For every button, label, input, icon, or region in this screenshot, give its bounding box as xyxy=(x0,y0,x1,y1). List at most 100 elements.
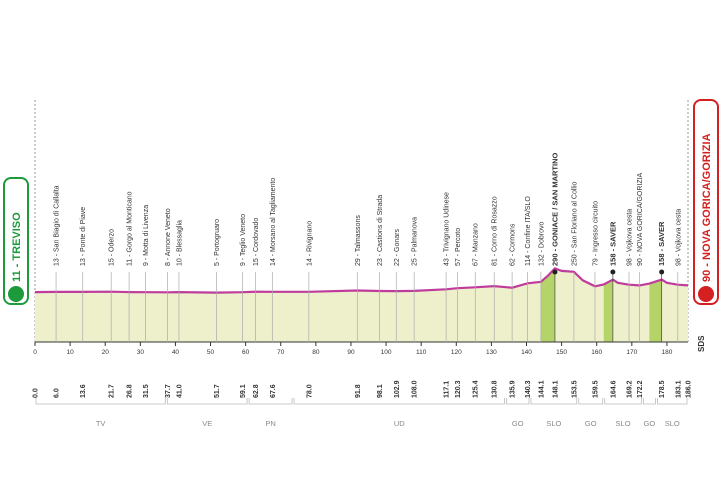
region-label: SLO xyxy=(616,419,631,428)
km-label: 37.7 xyxy=(165,384,172,398)
x-tick-label: 140 xyxy=(521,349,532,356)
x-tick-label: 180 xyxy=(662,349,673,356)
waypoint-label: 14 - Morsano al Tagliamento xyxy=(270,178,277,266)
x-tick-label: 150 xyxy=(556,349,567,356)
waypoint-label: 67 - Manzano xyxy=(473,223,480,266)
km-label: 31.5 xyxy=(143,384,150,398)
km-label: 102.9 xyxy=(394,380,401,398)
waypoint-label: 81 - Corno di Rosazzo xyxy=(492,196,499,266)
start-icon xyxy=(8,286,24,302)
climb-area xyxy=(540,268,555,342)
km-label: 78.0 xyxy=(306,384,313,398)
finish-box xyxy=(693,99,719,305)
km-label: 91.8 xyxy=(355,384,362,398)
waypoint-label: 132 - Dobrovo xyxy=(538,222,545,266)
km-label: 135.9 xyxy=(510,380,517,398)
km-label: 98.1 xyxy=(377,384,384,398)
km-label: 144.1 xyxy=(538,380,545,398)
region-label: SLO xyxy=(546,419,561,428)
km-label: 67.6 xyxy=(270,384,277,398)
finish-label: 90 - NOVA GORICA/GORIZIA xyxy=(701,133,713,282)
km-label: 186.0 xyxy=(686,380,693,398)
region-label: PN xyxy=(265,419,275,428)
start-box xyxy=(3,177,29,305)
km-label: 169.2 xyxy=(627,380,634,398)
x-tick-label: 40 xyxy=(172,349,180,356)
region-label: GO xyxy=(512,419,524,428)
waypoint-label: 22 - Gonars xyxy=(394,229,401,266)
region-label: TV xyxy=(96,419,106,428)
km-label: 120.3 xyxy=(455,380,462,398)
waypoint-label: 29 - Talmassons xyxy=(355,215,362,266)
km-label: 140.3 xyxy=(525,380,532,398)
km-label: 26.8 xyxy=(127,384,134,398)
region-bracket xyxy=(166,398,248,405)
x-tick-label: 100 xyxy=(381,349,392,356)
x-tick-label: 110 xyxy=(416,349,427,356)
km-label: 178.5 xyxy=(659,380,666,398)
climb-marker xyxy=(552,269,558,275)
finish-icon xyxy=(698,286,714,302)
km-label: 6.0 xyxy=(54,388,61,398)
km-label: 62.8 xyxy=(253,384,260,398)
x-tick-label: 30 xyxy=(137,349,145,356)
climb-area xyxy=(649,279,662,342)
waypoint-label: 57 - Percoto xyxy=(455,228,462,266)
km-label: 0.0 xyxy=(33,388,40,398)
waypoint-label: 13 - San Biagio di Callalta xyxy=(54,185,61,266)
waypoint-label: 98 - Vojkova cesta xyxy=(627,209,634,266)
waypoint-label: 8 - Annone Veneto xyxy=(165,208,172,266)
waypoint-label: 15 - Oderzo xyxy=(109,229,116,266)
x-tick-label: 160 xyxy=(591,349,602,356)
km-label: 148.1 xyxy=(552,380,559,398)
x-tick-label: 20 xyxy=(102,349,110,356)
km-label: 164.6 xyxy=(610,380,617,398)
km-label: 117.1 xyxy=(444,381,451,398)
waypoint-label: 10 - Blessaglia xyxy=(176,220,183,266)
x-tick-label: 130 xyxy=(486,349,497,356)
km-label: 59.1 xyxy=(240,384,247,398)
region-bracket xyxy=(530,398,578,405)
profile-line xyxy=(34,267,689,294)
km-label: 13.6 xyxy=(80,384,87,398)
km-label: 130.8 xyxy=(492,380,499,398)
region-bracket xyxy=(248,398,293,405)
x-tick-label: 120 xyxy=(451,349,462,356)
climb-marker xyxy=(610,269,616,275)
km-label: 172.2 xyxy=(637,380,644,398)
logo: SDS xyxy=(697,335,706,352)
climb-area xyxy=(603,279,613,342)
x-tick-label: 60 xyxy=(242,349,250,356)
waypoint-label: 13 - Ponte di Piave xyxy=(80,207,87,266)
waypoint-label: 15 - Cordovado xyxy=(253,218,260,266)
waypoint-label: 290 - GONIACE / SAN MARTINO xyxy=(550,152,559,266)
region-label: SLO xyxy=(665,419,680,428)
x-tick-label: 0 xyxy=(33,349,37,356)
waypoint-label: 11 - Gorgo al Monticano xyxy=(127,191,134,266)
waypoint-label: 79 - Ingresso circuito xyxy=(592,201,599,266)
region-bracket xyxy=(293,398,505,405)
region-label: GO xyxy=(585,419,597,428)
region-bracket xyxy=(506,398,530,405)
region-bracket xyxy=(35,398,166,405)
km-label: 125.4 xyxy=(473,380,480,398)
x-tick-label: 80 xyxy=(312,349,320,356)
waypoint-label: 14 - Rivignano xyxy=(306,221,313,266)
km-label: 51.7 xyxy=(214,384,221,398)
km-label: 108.0 xyxy=(412,380,419,398)
waypoint-label: 5 - Portogruaro xyxy=(214,219,221,266)
waypoint-label: 158 - SAVER xyxy=(608,221,617,266)
region-label: GO xyxy=(644,419,656,428)
waypoint-label: 43 - Trivignano Udinese xyxy=(444,192,451,266)
x-tick-label: 170 xyxy=(626,349,637,356)
region-bracket xyxy=(578,398,604,405)
waypoint-label: 98 - Vojkova cesta xyxy=(675,209,682,266)
waypoint-label: 9 - Motta di Livenza xyxy=(143,205,150,266)
climb-marker xyxy=(659,269,665,275)
region-bracket xyxy=(604,398,642,405)
start-label: 11 - TREVISO xyxy=(11,212,23,282)
x-tick-label: 70 xyxy=(277,349,285,356)
waypoint-label: 250 - San Floriano al Collio xyxy=(571,181,578,266)
waypoint-label: 62 - Cormons xyxy=(510,223,517,266)
